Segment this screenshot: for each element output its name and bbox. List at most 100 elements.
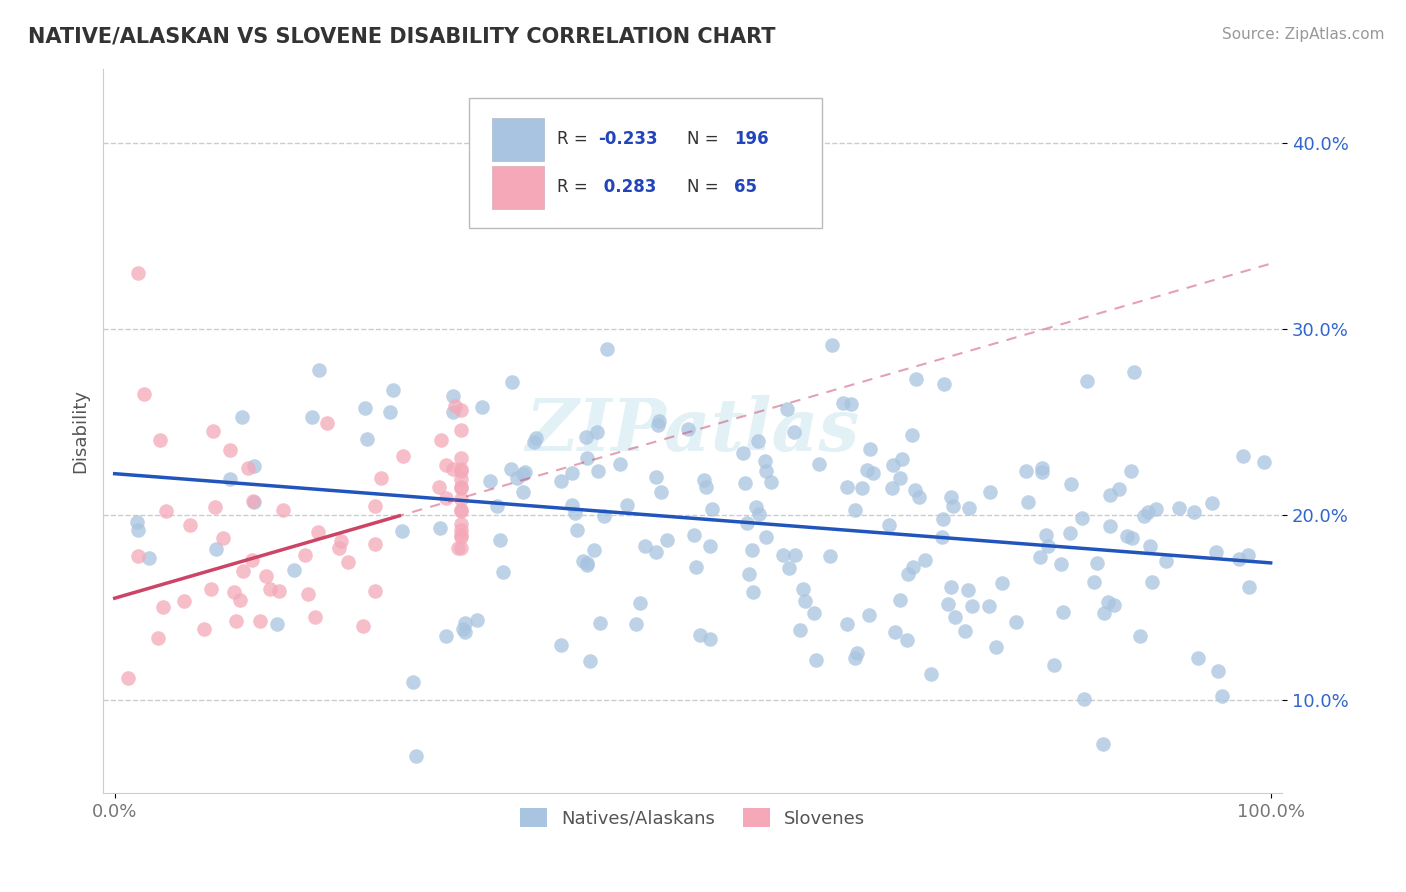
Point [501,375,523,389]
Point [776,401,799,416]
Point [1201,496,1223,510]
Point [232,564,254,578]
Point [979,484,1001,499]
Point [364,583,387,598]
Point [453,616,475,631]
Point [550,475,572,489]
Point [844,503,866,517]
Text: -0.233: -0.233 [599,130,658,148]
Point [354,401,377,416]
Point [818,549,841,563]
Point [761,475,783,489]
Point [882,458,904,472]
Point [1206,665,1229,679]
Point [550,638,572,652]
Point [575,450,598,465]
Point [1043,658,1066,673]
Point [914,552,936,566]
Point [1136,505,1159,519]
Point [880,481,903,495]
Point [699,632,721,646]
Point [1038,539,1060,553]
Point [1071,511,1094,525]
Point [792,582,814,596]
Text: Source: ZipAtlas.com: Source: ZipAtlas.com [1222,27,1385,42]
Point [478,474,501,488]
Point [450,423,472,437]
Point [889,592,911,607]
Point [328,541,350,555]
Point [222,584,245,599]
Point [571,553,593,567]
FancyBboxPatch shape [492,118,544,161]
Point [269,583,291,598]
Point [179,517,201,532]
Point [127,524,149,538]
Point [201,424,224,438]
Point [242,494,264,508]
Point [907,490,929,504]
Text: 196: 196 [734,130,769,148]
Point [506,471,529,485]
Point [450,402,472,417]
Point [1099,519,1122,533]
Point [772,548,794,562]
Point [304,610,326,624]
Point [903,483,925,497]
Point [152,599,174,614]
Text: NATIVE/ALASKAN VS SLOVENE DISABILITY CORRELATION CHART: NATIVE/ALASKAN VS SLOVENE DISABILITY COR… [28,27,776,46]
Point [489,533,512,547]
Point [700,502,723,516]
Point [294,548,316,562]
Point [991,575,1014,590]
Point [755,464,778,478]
Point [1140,574,1163,589]
Point [364,500,387,514]
Point [471,400,494,414]
Point [957,500,980,515]
Point [856,463,879,477]
Point [789,623,811,637]
Point [575,558,598,573]
Point [526,432,548,446]
Point [512,485,534,500]
Point [593,508,616,523]
Point [755,530,778,544]
Point [741,585,763,599]
Point [127,549,149,563]
Point [205,542,228,557]
Point [146,631,169,645]
Point [450,481,472,495]
Point [586,425,609,440]
Point [820,338,842,352]
Point [405,749,427,764]
Point [1052,605,1074,619]
Point [695,480,717,494]
Point [1133,508,1156,523]
Point [575,557,598,571]
Point [450,450,472,465]
Point [645,545,668,559]
Point [378,405,401,419]
Point [1059,526,1081,541]
Point [450,541,472,556]
Point [173,594,195,608]
Point [634,539,657,553]
Text: 0.283: 0.283 [599,178,657,196]
Point [845,646,868,660]
Point [1050,558,1073,572]
Point [904,372,927,386]
Point [266,616,288,631]
Point [391,524,413,539]
Point [219,472,242,486]
Point [259,582,281,596]
Point [582,543,605,558]
Point [430,433,453,447]
Point [441,462,464,476]
Point [596,343,619,357]
Point [271,502,294,516]
Text: R =: R = [557,178,588,196]
Point [382,383,405,397]
Point [689,628,711,642]
Text: ZIPatlas: ZIPatlas [526,395,859,467]
